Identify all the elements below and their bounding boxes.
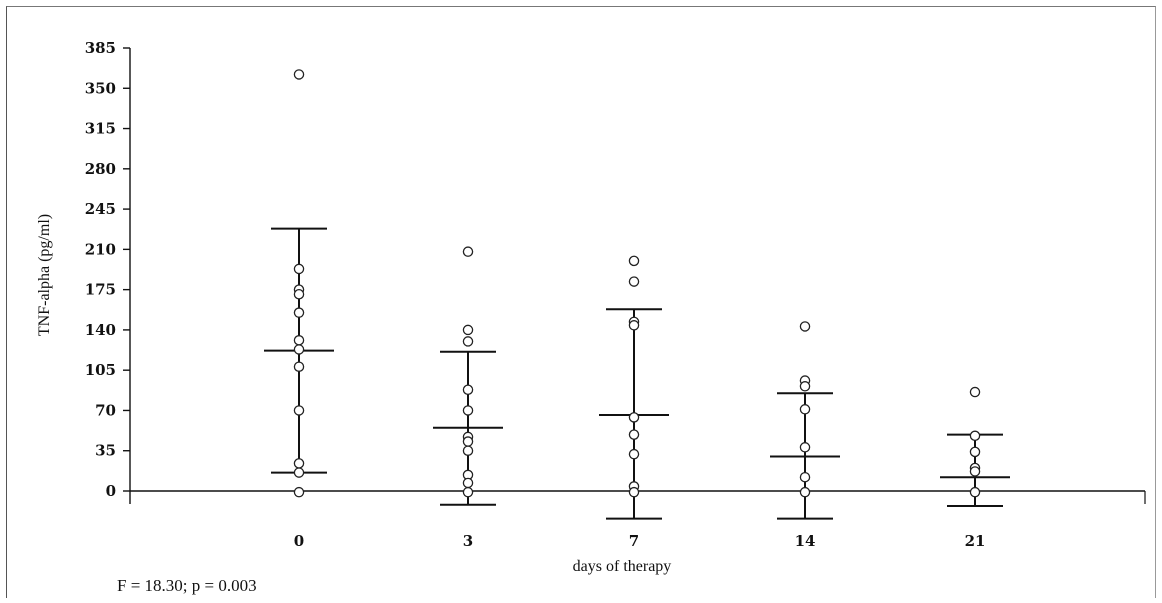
data-point [799, 471, 811, 483]
data-point [799, 486, 811, 498]
data-point [799, 442, 811, 453]
data-point [293, 486, 305, 498]
data-point [462, 436, 474, 447]
y-tick-label: 245 [85, 200, 116, 218]
statistics-annotation: F = 18.30; p = 0.003 [117, 576, 257, 595]
data-point [969, 486, 981, 498]
data-point [799, 381, 811, 392]
y-tick-label: 385 [85, 39, 116, 57]
y-tick-label: 35 [95, 442, 116, 460]
data-point [462, 445, 474, 456]
data-point [628, 448, 640, 460]
data-point [293, 361, 305, 372]
x-axis-title: days of therapy [573, 558, 672, 575]
data-point [462, 246, 474, 257]
x-tick-label: 21 [965, 532, 986, 550]
data-point [969, 386, 981, 398]
data-point [293, 307, 305, 318]
data-point [969, 430, 981, 442]
data-point [293, 458, 305, 469]
y-tick-label: 105 [85, 361, 116, 379]
data-point [293, 467, 305, 478]
x-tick-label: 3 [463, 532, 473, 550]
data-point [462, 336, 474, 347]
data-point [462, 384, 474, 395]
data-point [628, 486, 640, 498]
y-tick-label: 175 [85, 281, 116, 299]
data-point [799, 321, 811, 332]
x-tick-label: 0 [294, 532, 304, 550]
data-point [293, 344, 305, 355]
data-point [628, 276, 640, 287]
y-tick-label: 315 [85, 120, 116, 138]
data-point [462, 324, 474, 336]
data-point [462, 486, 474, 498]
data-point [462, 477, 474, 489]
x-tick-label: 14 [795, 532, 816, 550]
data-point [293, 288, 305, 300]
data-point [462, 405, 474, 416]
data-point [628, 255, 640, 267]
y-tick-label: 280 [85, 160, 116, 178]
y-axis-title: TNF-alpha (pg/ml) [36, 214, 53, 336]
data-point [628, 429, 640, 440]
data-point [293, 405, 305, 416]
data-point [293, 69, 305, 80]
data-point [293, 263, 305, 275]
data-point [799, 404, 811, 415]
chart-frame [6, 6, 1156, 598]
y-tick-label: 350 [85, 79, 116, 97]
x-tick-label: 7 [629, 532, 639, 550]
data-point [293, 335, 305, 346]
y-tick-label: 210 [85, 240, 116, 258]
data-point [969, 446, 981, 458]
data-point [969, 466, 981, 477]
y-tick-label: 140 [85, 321, 116, 339]
y-tick-label: 0 [106, 482, 116, 500]
data-point [628, 320, 640, 331]
y-tick-label: 70 [95, 401, 116, 419]
data-point [628, 412, 640, 423]
